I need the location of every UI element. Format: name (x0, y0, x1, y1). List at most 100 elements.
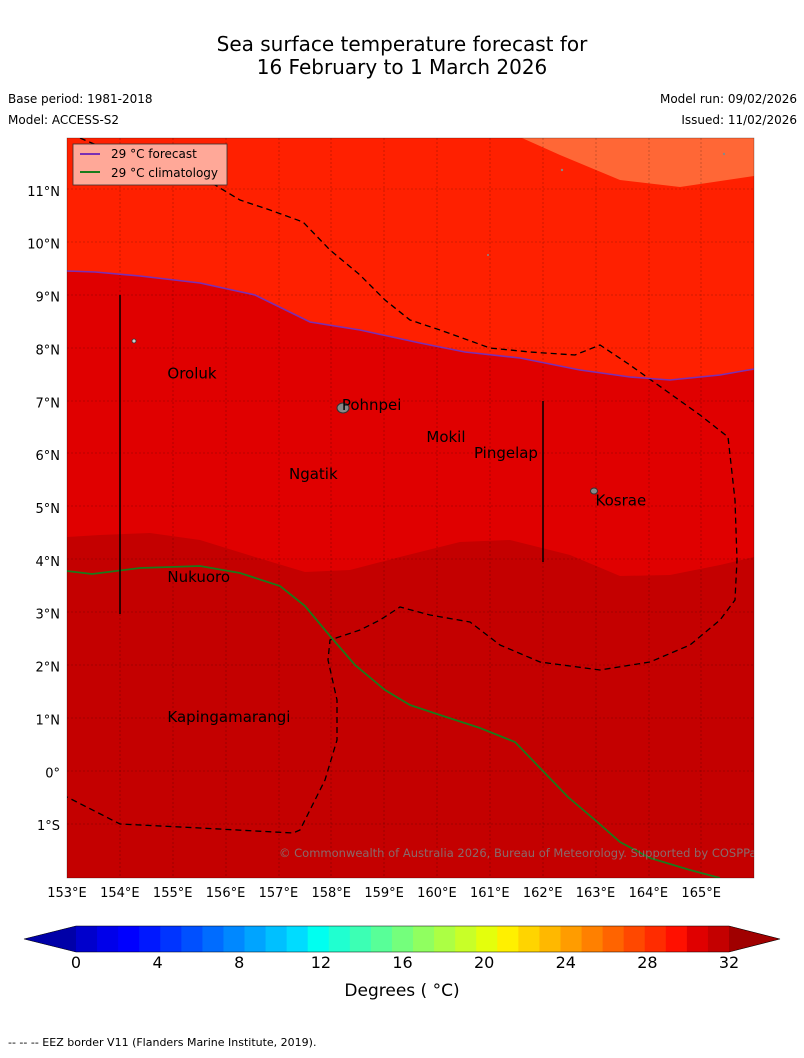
title-line-1: Sea surface temperature forecast for (216, 32, 588, 56)
colorbar-segment (623, 926, 646, 952)
lat-tick-label: 9°N (36, 291, 61, 306)
colorbar-segment (265, 926, 288, 952)
colorbar-tick-label: 8 (234, 953, 244, 972)
title-line-2: 16 February to 1 March 2026 (256, 55, 548, 79)
legend: 29 °C forecast 29 °C climatology (72, 143, 228, 186)
colorbar-segment (644, 926, 667, 952)
colorbar-tick-label: 4 (153, 953, 163, 972)
colorbar-tick-label: 28 (637, 953, 657, 972)
place-label-mokil: Mokil (426, 428, 465, 446)
legend-box (72, 143, 228, 186)
colorbar-segment (434, 926, 456, 952)
colorbar-segment (602, 926, 625, 952)
lon-tick-label: 153°E (47, 886, 87, 901)
latitude-labels: 1°S 0° 1°N 2°N 3°N 4°N 5°N 6°N 7°N 8°N 9°N 10°N 11°N (27, 185, 60, 834)
colorbar-segment (497, 926, 519, 952)
base-period: Base period: 1981-2018 (8, 92, 153, 106)
lat-tick-label: 11°N (27, 185, 60, 200)
atoll-west (131, 338, 137, 344)
colorbar-segment (476, 926, 498, 952)
lat-tick-label: 2°N (36, 661, 61, 676)
lat-tick-label: 5°N (36, 502, 61, 517)
colorbar-outline (23, 925, 781, 953)
colorbar-segment (581, 926, 604, 952)
lat-tick-label: 0° (45, 766, 60, 781)
colorbar-segment (244, 926, 267, 952)
lon-tick-label: 164°E (629, 886, 669, 901)
place-label-kosrae: Kosrae (596, 491, 647, 509)
climatology-29c-line (67, 565, 721, 878)
colorbar-segment (349, 926, 372, 952)
lat-tick-label: 4°N (36, 555, 61, 570)
island-shapes (131, 152, 726, 495)
sst-map: Oroluk Pohnpei Mokil Pingelap Ngatik Kosrae Nu… (23, 137, 781, 972)
colorbar-segment (518, 926, 540, 952)
colorbar-min-extend (24, 926, 76, 952)
place-labels: Oroluk Pohnpei Mokil Pingelap Ngatik Kosrae Nu… (167, 364, 646, 726)
place-label-ngatik: Ngatik (289, 465, 338, 483)
eez-footnote: -- -- -- EEZ border V11 (Flanders Marine… (8, 1036, 317, 1049)
lat-tick-label: 3°N (36, 608, 61, 623)
colorbar-tick-label: 0 (71, 953, 81, 972)
colorbar-segment (665, 926, 688, 952)
model-name: Model: ACCESS-S2 (8, 113, 120, 127)
place-label-nukuoro: Nukuoro (167, 568, 230, 586)
legend-forecast-label: 29 °C forecast (111, 147, 197, 161)
colorbar-segment (707, 926, 730, 952)
model-run: Model run: 09/02/2026 (659, 92, 797, 106)
sst-patch-ne (522, 138, 754, 187)
graticule (67, 138, 754, 878)
colorbar-segment (118, 926, 140, 952)
colorbar-segment (539, 926, 561, 952)
colorbar-tick-label: 16 (392, 953, 412, 972)
colorbar-segment (391, 926, 414, 952)
forecast-29c-line (67, 270, 754, 381)
colorbar-segment (328, 926, 351, 952)
legend-climatology-label: 29 °C climatology (111, 166, 218, 180)
lon-tick-label: 157°E (259, 886, 299, 901)
lat-tick-label: 7°N (36, 396, 61, 411)
colorbar-tick-label: 20 (474, 953, 494, 972)
lon-tick-label: 155°E (153, 886, 193, 901)
colorbar-segment (202, 926, 224, 952)
colorbar-segment (413, 926, 435, 952)
colorbar-segment (307, 926, 330, 952)
kosrae-island (590, 487, 598, 495)
lat-tick-label: 8°N (36, 343, 61, 358)
atoll-northeast (560, 168, 564, 172)
longitude-labels: 153°E 154°E 155°E 156°E 157°E 158°E 159°E 160°E… (47, 886, 721, 901)
colorbar-segment (223, 926, 246, 952)
colorbar-segment (455, 926, 477, 952)
lat-tick-label: 1°S (37, 819, 60, 834)
colorbar: 0 4 8 12 16 20 24 28 32 (23, 925, 781, 972)
colorbar-tick-label: 32 (719, 953, 739, 972)
lon-tick-label: 159°E (364, 886, 404, 901)
colorbar-segment (181, 926, 203, 952)
colorbar-segment (139, 926, 161, 952)
colorbar-segment (76, 926, 98, 952)
issued-date: Issued: 11/02/2026 (681, 113, 797, 127)
place-label-oroluk: Oroluk (167, 364, 216, 382)
colorbar-segment (160, 926, 182, 952)
atoll-north (487, 254, 489, 256)
pohnpei-island (336, 402, 350, 414)
lon-tick-label: 154°E (100, 886, 140, 901)
place-label-kapingamarangi: Kapingamarangi (167, 708, 290, 726)
colorbar-units: Degrees ( °C) (344, 981, 460, 1001)
atoll-northeast-2 (722, 152, 726, 156)
lat-tick-label: 1°N (36, 713, 61, 728)
colorbar-tick-label: 24 (556, 953, 576, 972)
eez-border (67, 138, 738, 834)
colorbar-segment (370, 926, 393, 952)
lat-tick-label: 6°N (36, 449, 61, 464)
lon-tick-label: 165°E (681, 886, 721, 901)
colorbar-segment (286, 926, 309, 952)
colorbar-max-extend (729, 926, 780, 952)
colorbar-tick-label: 12 (311, 953, 331, 972)
place-label-pohnpei: Pohnpei (342, 396, 402, 414)
lon-tick-label: 162°E (523, 886, 563, 901)
lon-tick-label: 163°E (576, 886, 616, 901)
map-credit: © Commonwealth of Australia 2026, Bureau… (279, 846, 763, 860)
lon-tick-label: 156°E (206, 886, 246, 901)
lon-tick-label: 161°E (470, 886, 510, 901)
